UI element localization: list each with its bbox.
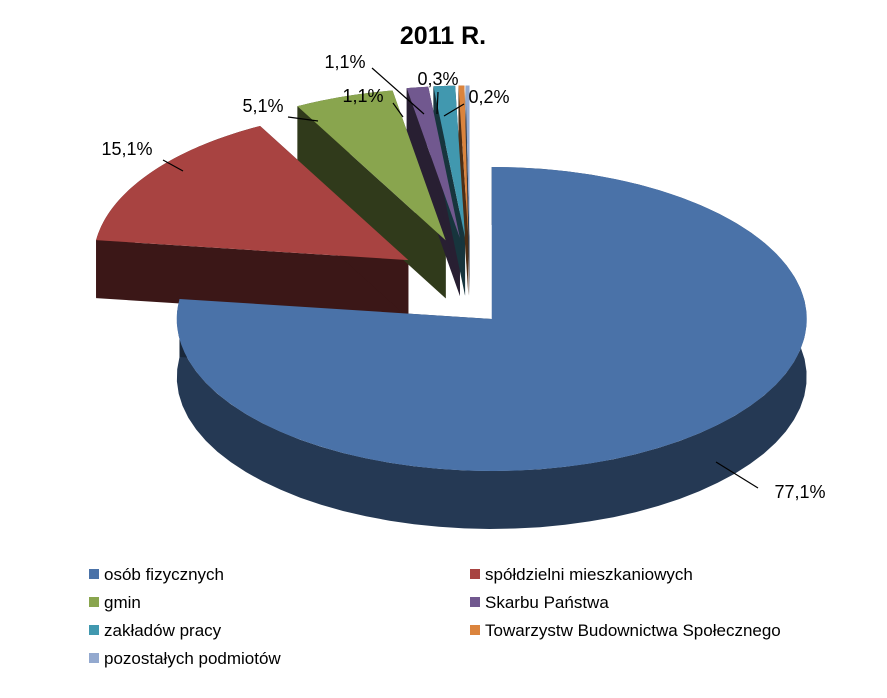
- legend: osób fizycznych spółdzielni mieszkaniowyc…: [89, 565, 781, 668]
- leader-line: [162, 159, 184, 172]
- pie-slice-1: [176, 166, 807, 471]
- legend-swatch: [89, 653, 99, 663]
- legend-swatch: [470, 597, 480, 607]
- legend-label: pozostałych podmiotów: [104, 649, 281, 668]
- leader-line: [436, 91, 439, 115]
- leader-line: [287, 116, 319, 122]
- legend-label: zakładów pracy: [104, 621, 222, 640]
- legend-label: gmin: [104, 593, 141, 612]
- slice-face: [458, 85, 469, 296]
- pie-slice-4: [406, 86, 460, 238]
- pie-slice-7: [465, 85, 470, 238]
- pie-slice-2: [96, 125, 409, 261]
- pie-slice-6: [458, 85, 469, 238]
- data-label: 1,1%: [342, 86, 383, 106]
- legend-swatch: [89, 569, 99, 579]
- slice-face: [406, 88, 460, 296]
- leader-line: [371, 67, 425, 115]
- legend-swatch: [89, 597, 99, 607]
- data-labels: 77,1% 15,1% 5,1% 1,1% 1,1% 0,3% 0,2%: [101, 52, 825, 502]
- data-label: 0,2%: [468, 87, 509, 107]
- data-label: 77,1%: [774, 482, 825, 502]
- data-label: 1,1%: [324, 52, 365, 72]
- legend-label: Towarzystw Budownictwa Społecznego: [485, 621, 781, 640]
- pie-slice-3: [297, 90, 446, 241]
- slice-face: [465, 85, 470, 296]
- slice-face: [96, 240, 409, 319]
- pie-slice-5: [433, 85, 466, 238]
- legend-label: spółdzielni mieszkaniowych: [485, 565, 693, 584]
- legend-swatch: [470, 569, 480, 579]
- leader-line: [715, 461, 759, 489]
- legend-swatch: [470, 625, 480, 635]
- legend-label: Skarbu Państwa: [485, 593, 609, 612]
- data-label: 5,1%: [242, 96, 283, 116]
- pie-slices: [96, 85, 807, 529]
- data-label: 15,1%: [101, 139, 152, 159]
- data-label: 0,3%: [417, 69, 458, 89]
- chart-title: 2011 R.: [400, 22, 486, 50]
- leader-line: [392, 102, 404, 118]
- legend-swatch: [89, 625, 99, 635]
- slice-face: [297, 106, 446, 299]
- leader-line: [443, 103, 465, 117]
- legend-label: osób fizycznych: [104, 565, 224, 584]
